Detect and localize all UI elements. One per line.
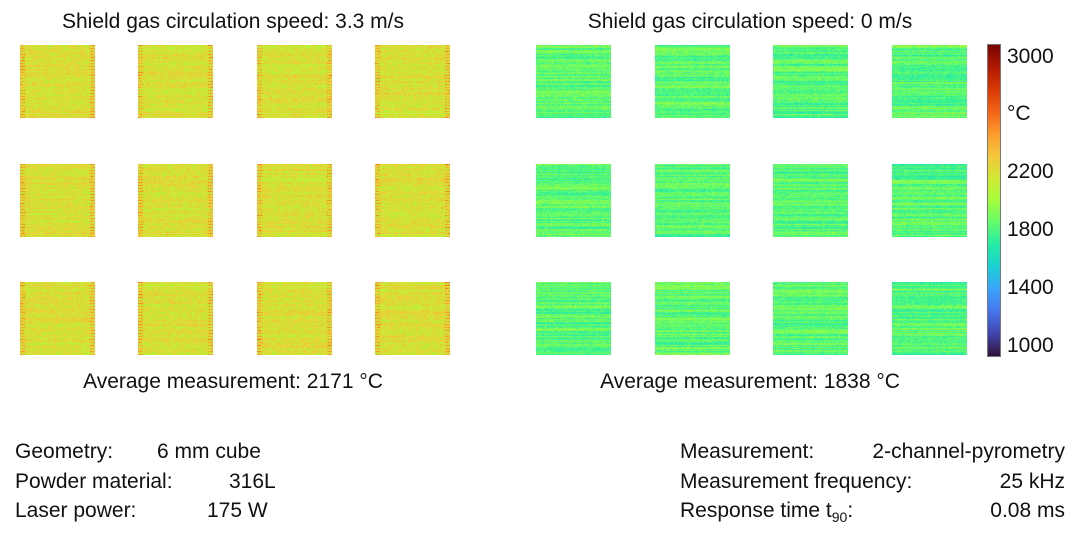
thermal-image-tile	[138, 282, 213, 355]
colorbar-tick: 2200	[1007, 160, 1054, 183]
thermal-image-tile	[536, 282, 611, 355]
response-time-label: Response time t90:	[680, 499, 853, 525]
colorbar-unit: °C	[1007, 102, 1031, 125]
colorbar-tick: 3000	[1007, 45, 1054, 68]
thermal-image-tile	[655, 45, 730, 118]
thermal-image-tile	[892, 45, 967, 118]
colorbar	[987, 44, 1001, 357]
response-time-subscript: 90	[831, 509, 848, 526]
thermal-image-tile	[655, 282, 730, 355]
laser-power-value: 175 W	[207, 499, 268, 522]
thermal-image-tile	[257, 164, 332, 237]
powder-label: Powder material:	[15, 470, 173, 493]
response-time-text: Response time t	[680, 499, 832, 522]
thermal-image-tile	[375, 282, 450, 355]
thermal-image-tile	[257, 282, 332, 355]
thermal-image-tile	[773, 45, 848, 118]
thermal-image-tile	[257, 45, 332, 118]
thermal-image-tile	[892, 164, 967, 237]
colorbar-tick: 1400	[1007, 276, 1054, 299]
left-average: Average measurement: 2171 °C	[83, 370, 383, 393]
right-panel-title: Shield gas circulation speed: 0 m/s	[587, 10, 913, 33]
thermal-image-tile	[892, 282, 967, 355]
frequency-label: Measurement frequency:	[680, 470, 913, 493]
colorbar-tick: 1800	[1007, 218, 1054, 241]
thermal-image-tile	[773, 282, 848, 355]
thermal-image-tile	[375, 164, 450, 237]
geometry-value: 6 mm cube	[157, 440, 261, 463]
thermal-image-tile	[20, 164, 95, 237]
geometry-label: Geometry:	[15, 440, 114, 463]
colorbar-tick: 1000	[1007, 334, 1054, 357]
response-time-colon: :	[847, 499, 854, 522]
thermal-image-tile	[536, 164, 611, 237]
thermal-image-tile	[20, 45, 95, 118]
measurement-value: 2-channel-pyrometry	[872, 440, 1065, 463]
response-time-value: 0.08 ms	[990, 499, 1065, 522]
measurement-label: Measurement:	[680, 440, 815, 463]
thermal-image-tile	[536, 45, 611, 118]
thermal-image-tile	[655, 164, 730, 237]
thermal-image-tile	[138, 164, 213, 237]
thermal-image-tile	[138, 45, 213, 118]
right-average: Average measurement: 1838 °C	[600, 370, 900, 393]
left-panel-title: Shield gas circulation speed: 3.3 m/s	[61, 10, 405, 33]
thermal-image-tile	[773, 164, 848, 237]
thermal-image-tile	[375, 45, 450, 118]
powder-value: 316L	[229, 470, 276, 493]
laser-power-label: Laser power:	[15, 499, 137, 522]
thermal-image-tile	[20, 282, 95, 355]
frequency-value: 25 kHz	[999, 470, 1065, 493]
